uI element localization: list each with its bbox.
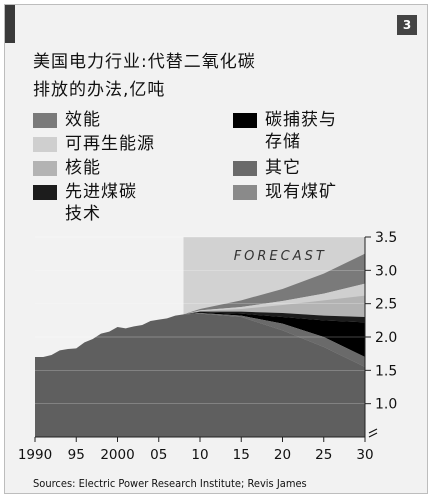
legend-swatch <box>33 113 57 128</box>
x-tick-label: 10 <box>191 447 208 463</box>
legend-label: 可再生能源 <box>65 134 155 154</box>
y-tick-label: 3.5 <box>375 230 397 246</box>
forecast-band <box>183 283 365 315</box>
legend-item: 可再生能源 <box>33 133 155 155</box>
accent-bar <box>5 5 15 43</box>
x-tick-label: 05 <box>150 447 167 463</box>
y-tick-label: 2.0 <box>375 330 397 346</box>
chart-number-badge: 3 <box>397 15 417 35</box>
legend-swatch <box>33 137 57 152</box>
y-tick-label: 1.0 <box>375 397 397 413</box>
legend-swatch <box>33 161 57 176</box>
legend-label: 效能 <box>65 110 101 130</box>
x-tick-label: 2000 <box>100 447 134 463</box>
forecast-label: FORECAST <box>234 249 327 264</box>
x-tick-label: 15 <box>233 447 250 463</box>
legend-label: 碳捕获与 存储 <box>265 110 337 152</box>
source-note: Sources: Electric Power Research Institu… <box>33 477 307 490</box>
legend-label: 现有煤矿 <box>265 182 337 202</box>
chart-title-line-2: 排放的办法,亿吨 <box>33 80 166 100</box>
axis-break-mark <box>368 428 378 438</box>
x-tick-label: 95 <box>68 447 85 463</box>
legend-item: 其它 <box>233 157 301 179</box>
legend-swatch <box>233 161 257 176</box>
forecast-band <box>183 311 365 323</box>
y-tick-label: 2.5 <box>375 297 397 313</box>
chart-frame: 3 美国电力行业:代替二氧化碳 排放的办法,亿吨 效能可再生能源核能先进煤碳 技… <box>4 4 428 494</box>
legend-item: 现有煤矿 <box>233 181 337 203</box>
legend-swatch <box>233 113 257 128</box>
forecast-band <box>183 253 365 315</box>
legend-item: 碳捕获与 存储 <box>233 109 337 153</box>
historical-area <box>35 314 184 437</box>
legend-label: 核能 <box>65 158 101 178</box>
legend-item: 先进煤碳 技术 <box>33 181 137 225</box>
forecast-band <box>183 313 365 367</box>
chart-title-line-1: 美国电力行业:代替二氧化碳 <box>33 52 256 72</box>
x-tick-label: 25 <box>315 447 332 463</box>
x-tick-label: 1990 <box>18 447 52 463</box>
legend-label: 先进煤碳 技术 <box>65 182 137 224</box>
area-chart: FORECAST 1.0 1.5 2.0 2.5 3.0 3.5 1990 95 2000 05 10… <box>18 230 397 463</box>
legend-item: 核能 <box>33 157 101 179</box>
legend-swatch <box>33 185 57 200</box>
x-tick-label: 20 <box>274 447 291 463</box>
y-tick-label: 1.5 <box>375 363 397 379</box>
legend-item: 效能 <box>33 109 101 131</box>
y-tick-label: 3.0 <box>375 263 397 279</box>
forecast-band <box>183 312 365 357</box>
forecast-band <box>183 313 365 437</box>
legend-label: 其它 <box>265 158 301 178</box>
x-tick-label: 30 <box>356 447 373 463</box>
legend-swatch <box>233 185 257 200</box>
